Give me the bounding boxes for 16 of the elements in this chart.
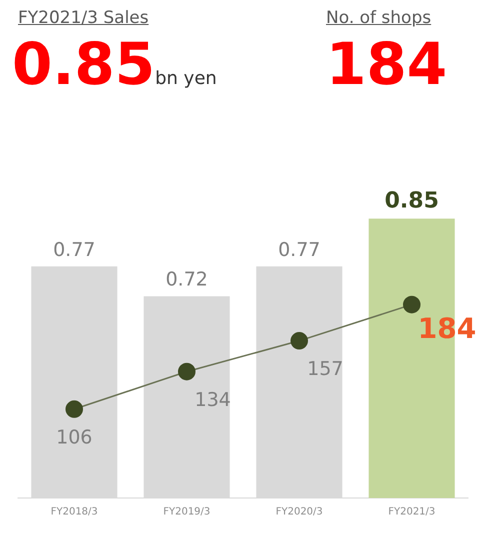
text: No. of shops [326,8,432,28]
x-tick-label: FY2018/3 [50,506,98,518]
data-label: 0.72 [166,268,208,291]
x-tick-label: FY2019/3 [163,506,210,518]
data-label: 134 [194,389,231,412]
text: FY2021/3 Sales [18,8,149,28]
data-label: 0.85 [384,188,439,214]
data-label: 157 [307,358,344,380]
data-label: 106 [56,426,92,449]
data-label: 0.77 [53,238,96,261]
data-label: 0.77 [278,238,320,261]
text: 0.85 [12,30,156,98]
text: 184 [326,30,448,98]
x-tick-label: FY2020/3 [276,506,323,518]
x-tick-label: FY2021/3 [388,506,436,518]
text: bn yen [155,68,217,89]
